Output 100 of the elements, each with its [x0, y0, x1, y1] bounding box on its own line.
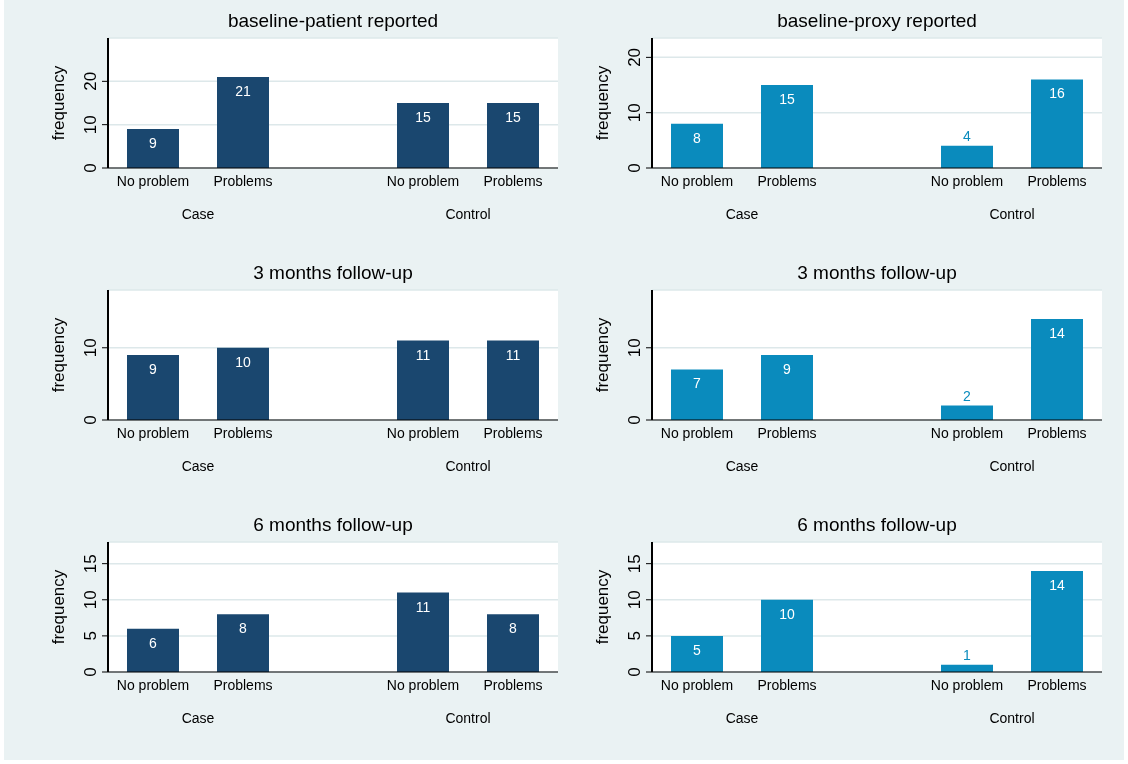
data-label: 11	[415, 346, 431, 363]
y-tick-label: 10	[625, 590, 644, 610]
data-label: 21	[235, 83, 251, 99]
x-tick-label: No problem	[660, 172, 734, 189]
bar	[127, 129, 179, 168]
y-tick-label: 5	[81, 631, 100, 641]
data-label: 9	[149, 135, 158, 151]
data-label: 14	[1049, 576, 1065, 593]
bar	[217, 347, 269, 420]
y-axis-title: frequency	[49, 65, 69, 141]
x-tick-label: No problem	[116, 172, 190, 189]
y-tick-label: 0	[625, 163, 644, 173]
text: Control	[444, 206, 492, 222]
data-label: 16	[1049, 85, 1065, 102]
x-tick-label: Problems	[483, 424, 543, 441]
bar	[397, 340, 449, 420]
y-axis-title: frequency	[593, 317, 613, 393]
x-tick-label: Problems	[1027, 172, 1087, 189]
y-tick-label: 15	[81, 554, 100, 574]
text: Control	[988, 710, 1036, 726]
bar	[941, 145, 993, 168]
data-label: 9	[149, 361, 158, 377]
x-tick-label: Problems	[213, 424, 273, 441]
bar	[761, 355, 813, 420]
y-tick-label: 10	[81, 590, 100, 610]
data-label: 10	[235, 353, 251, 370]
chart-title: 6 months follow-up	[796, 514, 958, 536]
data-label: 6	[149, 634, 158, 651]
bar	[127, 628, 179, 672]
data-label: 8	[693, 129, 702, 146]
x-tick-label: Problems	[1027, 424, 1087, 441]
x-tick-label: Problems	[213, 172, 273, 189]
y-tick-label: 10	[625, 338, 644, 358]
y-tick-label: 15	[625, 554, 644, 574]
x-tick-label: No problem	[930, 676, 1004, 693]
data-label: 15	[505, 109, 521, 125]
x-tick-label: No problem	[386, 172, 460, 189]
chart-title: 6 months follow-up	[252, 514, 414, 536]
y-tick-label: 10	[81, 115, 100, 135]
data-label: 8	[239, 620, 248, 637]
bar	[487, 614, 539, 672]
data-label: 4	[963, 127, 972, 144]
data-label: 2	[963, 387, 972, 404]
chart-title: 3 months follow-up	[796, 262, 958, 284]
bar	[127, 355, 179, 420]
bar	[941, 405, 993, 420]
text: Control	[988, 458, 1036, 474]
bar	[487, 340, 539, 420]
bar	[671, 123, 723, 168]
data-label: 14	[1049, 324, 1065, 341]
chart-title: baseline-proxy reported	[776, 10, 978, 32]
data-label: 7	[693, 375, 702, 392]
y-axis-title: frequency	[49, 317, 69, 393]
y-tick-label: 0	[625, 667, 644, 677]
x-tick-label: Problems	[757, 676, 817, 693]
x-tick-label: Problems	[483, 676, 543, 693]
x-tick-label: Problems	[757, 172, 817, 189]
bar	[487, 103, 539, 168]
x-tick-label: No problem	[386, 676, 460, 693]
y-tick-label: 20	[625, 47, 644, 67]
x-tick-label: No problem	[116, 424, 190, 441]
x-tick-label: Problems	[483, 172, 543, 189]
y-tick-label: 0	[81, 163, 100, 173]
chart-title: 3 months follow-up	[252, 262, 414, 284]
y-tick-label: 0	[81, 667, 100, 677]
y-tick-label: 5	[625, 631, 644, 641]
y-axis-title: frequency	[593, 65, 613, 141]
data-label: 11	[415, 598, 431, 615]
text: Case	[180, 458, 216, 474]
x-tick-label: Problems	[213, 676, 273, 693]
chart-title: baseline-patient reported	[226, 10, 440, 32]
x-tick-label: No problem	[930, 424, 1004, 441]
x-tick-label: Problems	[1027, 676, 1087, 693]
x-tick-label: Problems	[757, 424, 817, 441]
bar	[1031, 570, 1083, 672]
bar	[761, 85, 813, 168]
y-tick-label: 0	[81, 415, 100, 425]
y-tick-label: 10	[81, 338, 100, 358]
bar	[397, 592, 449, 672]
data-label: 10	[779, 605, 795, 622]
y-tick-label: 0	[625, 415, 644, 425]
bar	[671, 369, 723, 420]
data-label: 1	[963, 646, 972, 663]
y-axis-title: frequency	[49, 569, 69, 645]
bar	[671, 635, 723, 672]
text: Control	[988, 206, 1036, 222]
text: Case	[724, 458, 760, 474]
data-label: 5	[693, 641, 702, 658]
bar	[217, 77, 269, 168]
x-tick-label: No problem	[660, 676, 734, 693]
x-tick-label: No problem	[660, 424, 734, 441]
y-tick-label: 20	[81, 71, 100, 91]
y-tick-label: 10	[625, 103, 644, 123]
data-label: 15	[779, 91, 795, 108]
bar	[761, 599, 813, 672]
text: Case	[180, 710, 216, 726]
bar	[1031, 79, 1083, 168]
y-axis-title: frequency	[593, 569, 613, 645]
text: Case	[180, 206, 216, 222]
data-label: 11	[505, 346, 521, 363]
